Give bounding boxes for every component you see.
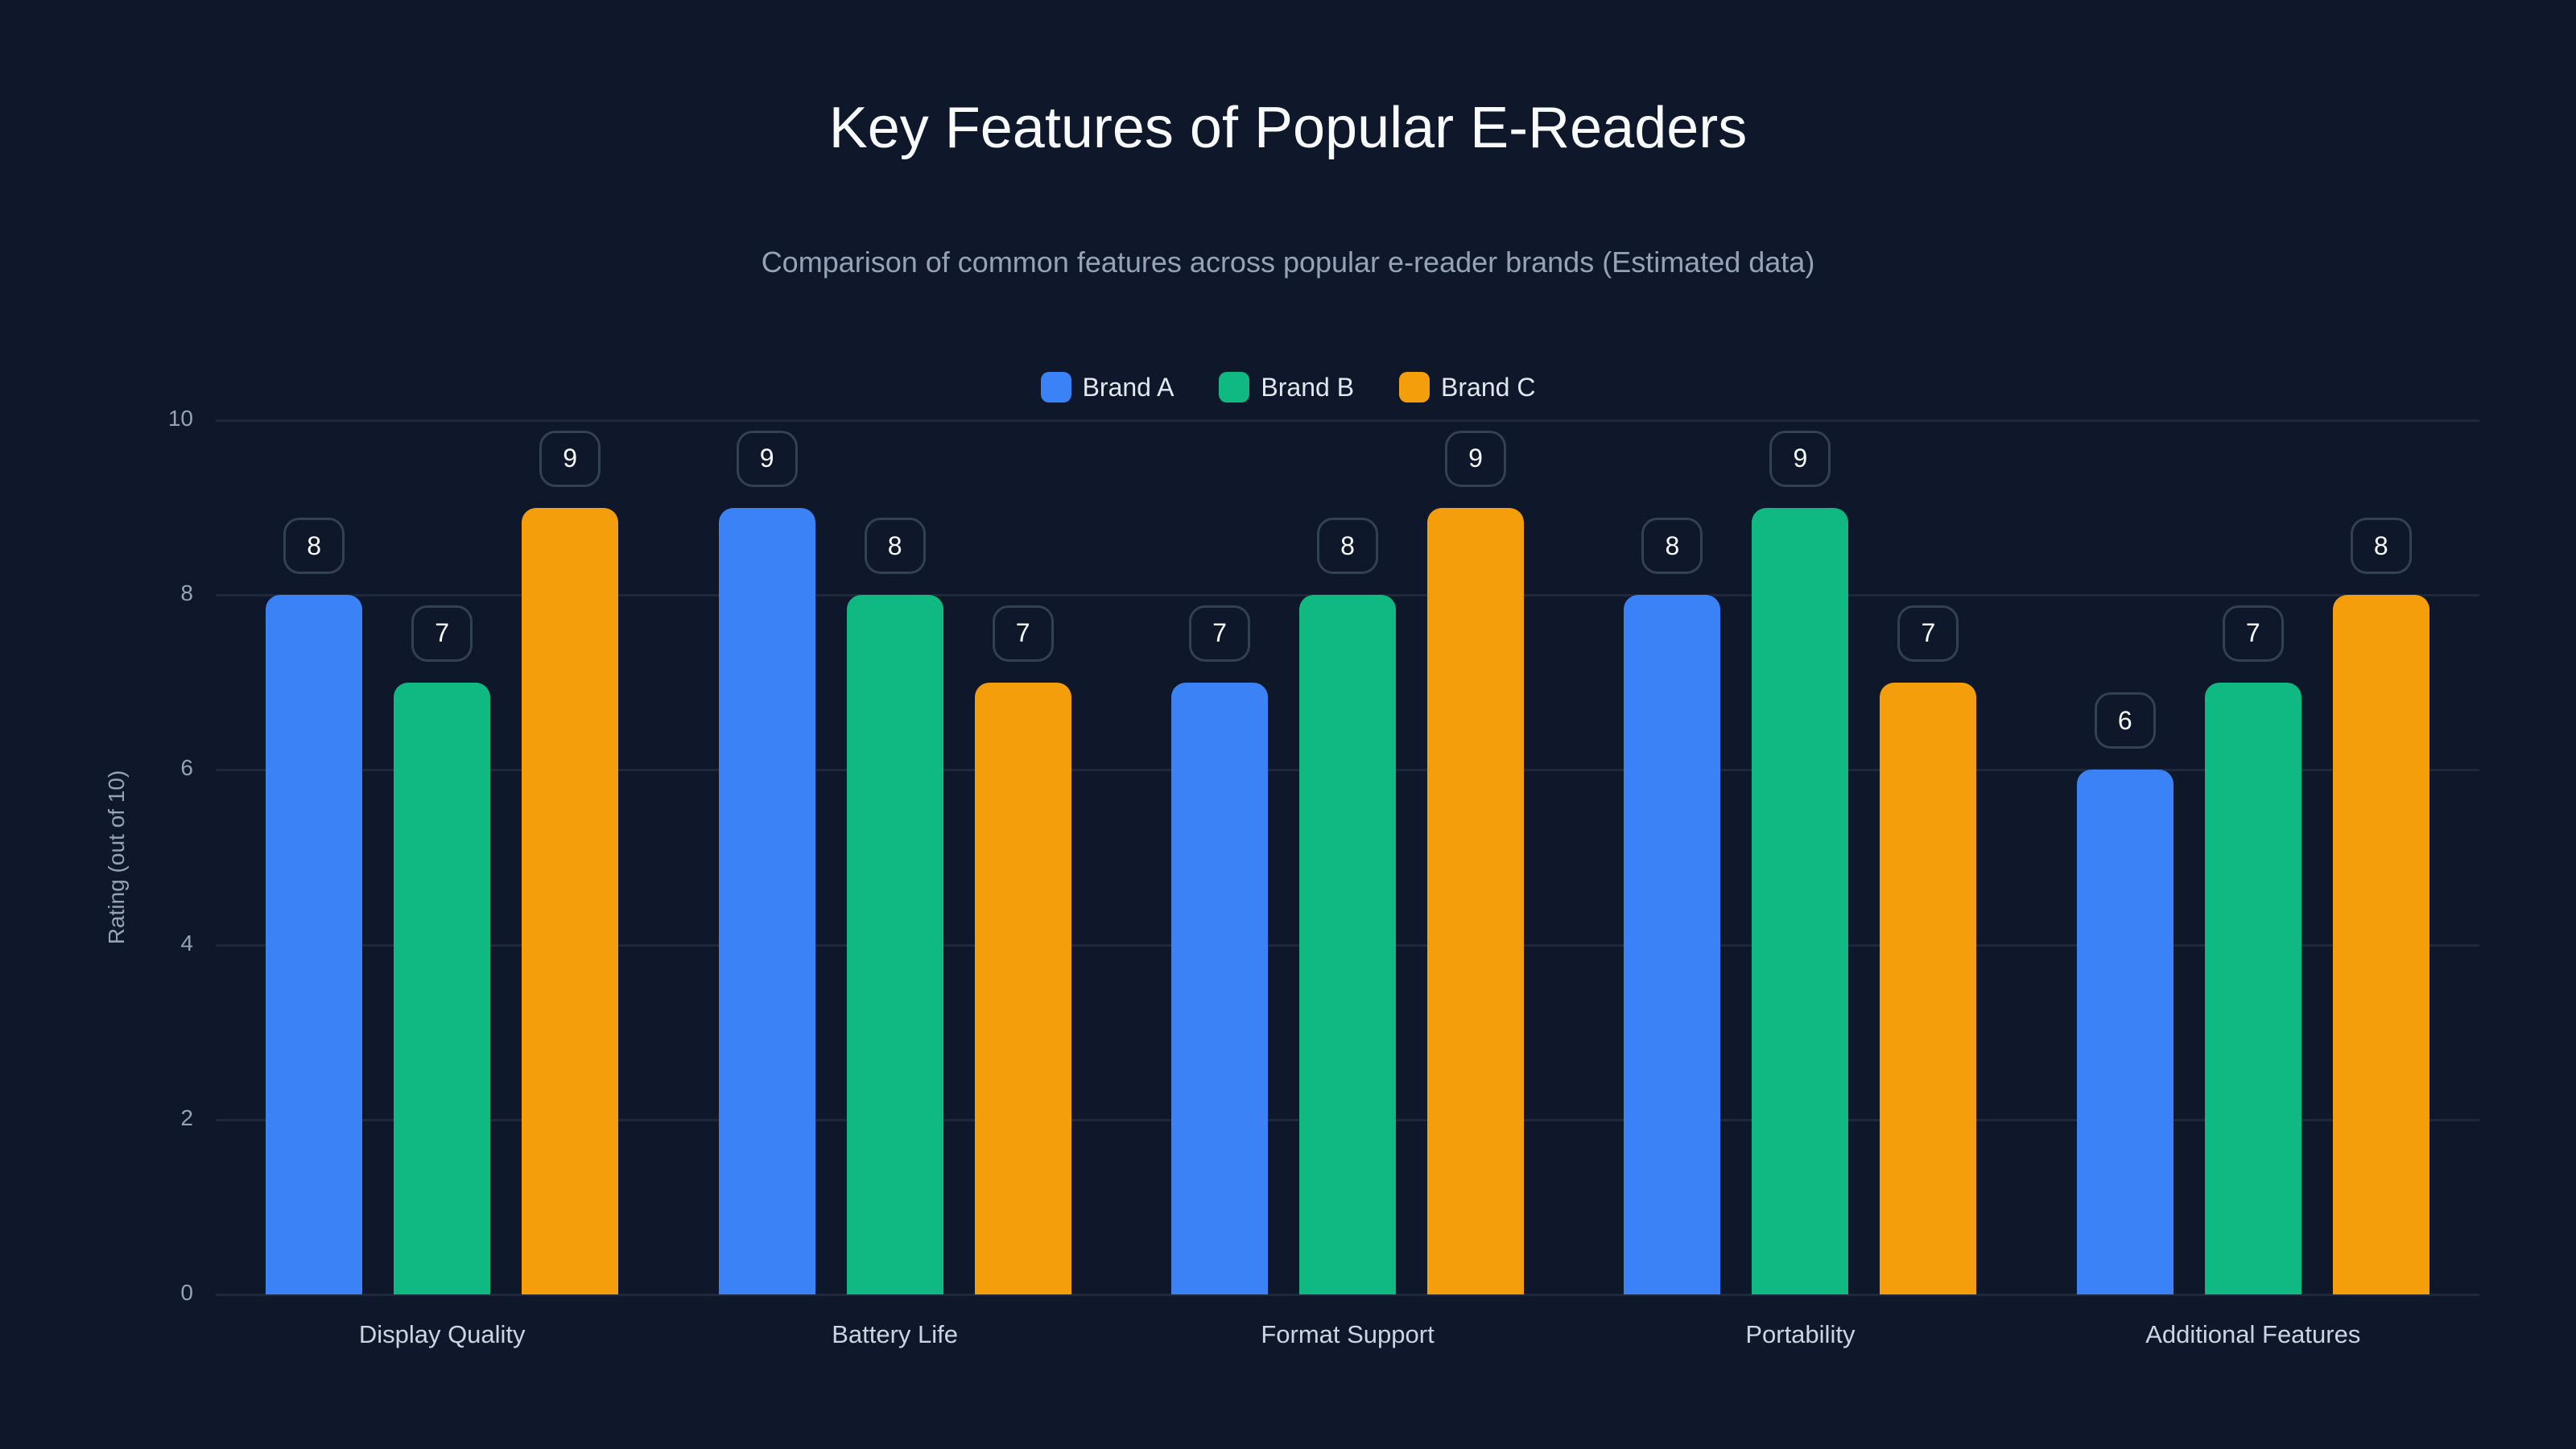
bar-brand-a[interactable] — [2077, 770, 2174, 1294]
y-tick-label: 0 — [145, 1280, 193, 1306]
bar-brand-b[interactable] — [847, 595, 943, 1294]
bar-brand-b[interactable] — [1299, 595, 1396, 1294]
y-tick-label: 10 — [145, 406, 193, 431]
bar-brand-b[interactable] — [394, 683, 490, 1294]
legend-label: Brand C — [1441, 373, 1535, 402]
bar-value-label: 8 — [1641, 518, 1703, 574]
bar-brand-a[interactable] — [1171, 683, 1268, 1294]
y-tick-label: 6 — [145, 755, 193, 781]
chart-title: Key Features of Popular E-Readers — [0, 95, 2576, 161]
bar-brand-a[interactable] — [719, 508, 815, 1294]
bar-brand-c[interactable] — [522, 508, 618, 1294]
bar-value-label: 9 — [1769, 431, 1831, 487]
legend-label: Brand B — [1261, 373, 1354, 402]
bar-brand-c[interactable] — [975, 683, 1071, 1294]
bar-value-label: 6 — [2095, 692, 2156, 749]
bar-brand-a[interactable] — [1624, 595, 1720, 1294]
y-tick-label: 4 — [145, 931, 193, 956]
plot-area: 8 7 9 9 8 7 7 8 9 8 9 7 6 7 8 — [216, 420, 2479, 1294]
x-tick-label: Battery Life — [734, 1320, 1056, 1349]
legend-swatch-icon — [1219, 372, 1249, 402]
bar-value-label: 8 — [1317, 518, 1378, 574]
legend-swatch-icon — [1399, 372, 1430, 402]
bar-brand-b[interactable] — [1752, 508, 1848, 1294]
legend-item-brand-c[interactable]: Brand C — [1399, 372, 1535, 402]
legend-label: Brand A — [1083, 373, 1174, 402]
x-tick-label: Additional Features — [2092, 1320, 2414, 1349]
bar-brand-c[interactable] — [2333, 595, 2429, 1294]
gridline — [216, 419, 2479, 422]
x-tick-label: Format Support — [1187, 1320, 1509, 1349]
bar-value-label: 7 — [993, 605, 1054, 662]
bar-value-label: 9 — [737, 431, 798, 487]
bar-value-label: 9 — [539, 431, 601, 487]
bar-brand-b[interactable] — [2205, 683, 2301, 1294]
bar-value-label: 7 — [1897, 605, 1959, 662]
y-tick-label: 8 — [145, 580, 193, 606]
legend-swatch-icon — [1041, 372, 1071, 402]
x-tick-label: Portability — [1639, 1320, 1961, 1349]
bar-value-label: 7 — [1189, 605, 1250, 662]
y-tick-label: 2 — [145, 1105, 193, 1131]
legend-item-brand-b[interactable]: Brand B — [1219, 372, 1354, 402]
bar-brand-c[interactable] — [1427, 508, 1524, 1294]
x-tick-label: Display Quality — [281, 1320, 603, 1349]
bar-value-label: 8 — [283, 518, 345, 574]
bar-value-label: 7 — [411, 605, 473, 662]
legend: Brand A Brand B Brand C — [0, 372, 2576, 402]
bar-value-label: 8 — [865, 518, 926, 574]
y-axis-label: Rating (out of 10) — [104, 770, 130, 944]
chart-subtitle: Comparison of common features across pop… — [0, 246, 2576, 279]
bar-brand-a[interactable] — [266, 595, 362, 1294]
legend-item-brand-a[interactable]: Brand A — [1041, 372, 1174, 402]
bar-brand-c[interactable] — [1880, 683, 1976, 1294]
bar-value-label: 8 — [2351, 518, 2412, 574]
bar-value-label: 9 — [1445, 431, 1506, 487]
bar-value-label: 7 — [2223, 605, 2284, 662]
